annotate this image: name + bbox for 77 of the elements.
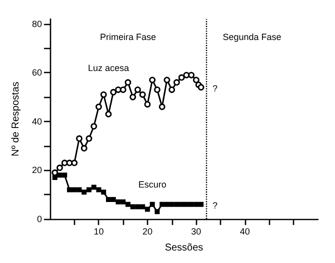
y-tick-label: 20: [32, 165, 42, 176]
point: [134, 86, 141, 93]
annotation: ?: [212, 83, 218, 94]
point: [139, 91, 146, 98]
x-tick-label: 10: [94, 226, 104, 236]
point: [116, 199, 121, 204]
point: [174, 202, 180, 207]
y-tick-label: 80: [32, 18, 42, 29]
point: [124, 79, 132, 86]
point: [91, 184, 96, 190]
y-tick-label: 60: [32, 68, 42, 78]
point: [61, 160, 68, 166]
point: [169, 202, 174, 207]
point: [173, 79, 180, 86]
annotation: ?: [212, 200, 218, 210]
point: [154, 86, 160, 93]
point: [82, 190, 87, 195]
point: [160, 202, 165, 207]
point: [130, 94, 136, 100]
point: [52, 169, 58, 176]
annotation: Segunda Fase: [222, 32, 282, 42]
point: [140, 204, 146, 210]
x-tick-label: 40: [240, 226, 250, 236]
point: [149, 76, 156, 84]
point: [130, 204, 136, 210]
point: [62, 172, 68, 178]
x-tick-label: 20: [142, 226, 152, 236]
point: [198, 84, 204, 90]
point: [178, 74, 185, 81]
point: [110, 88, 117, 96]
point: [164, 76, 170, 84]
point: [158, 104, 166, 110]
point: [80, 145, 88, 152]
point: [135, 204, 140, 210]
point: [101, 190, 106, 195]
point: [76, 135, 82, 142]
point: [168, 86, 176, 93]
point: [96, 187, 102, 192]
point: [96, 104, 102, 110]
point: [86, 135, 92, 142]
point: [90, 123, 98, 130]
point: [110, 196, 116, 202]
point: [154, 209, 160, 214]
point: [106, 196, 111, 202]
y-axis-title: Nº de Respostas: [10, 82, 22, 156]
point: [56, 164, 63, 171]
point: [164, 202, 170, 207]
x-axis-title: Sessões: [164, 242, 204, 254]
point: [52, 175, 58, 180]
point: [66, 187, 72, 192]
point: [150, 202, 155, 207]
x-tick-label: 30: [191, 226, 202, 236]
point: [120, 199, 126, 204]
point: [192, 76, 200, 84]
series-label: Luz acesa: [88, 63, 129, 74]
point: [144, 206, 150, 212]
point: [188, 72, 195, 78]
point: [105, 110, 112, 118]
point: [72, 187, 77, 192]
point: [71, 160, 78, 166]
y-tick-label: 40: [32, 116, 42, 126]
series-label: Escuro: [138, 179, 166, 190]
point: [184, 202, 189, 207]
point: [194, 202, 199, 207]
point: [86, 187, 92, 192]
point: [198, 202, 204, 207]
point: [57, 172, 62, 178]
point: [76, 187, 82, 192]
point: [100, 91, 107, 98]
point: [179, 202, 184, 207]
y-tick-label: 0: [36, 214, 42, 224]
point: [144, 101, 151, 108]
point: [115, 86, 122, 93]
annotation: Primeira Fase: [100, 32, 156, 42]
point: [120, 86, 126, 93]
point: [188, 202, 194, 207]
point: [125, 202, 130, 207]
